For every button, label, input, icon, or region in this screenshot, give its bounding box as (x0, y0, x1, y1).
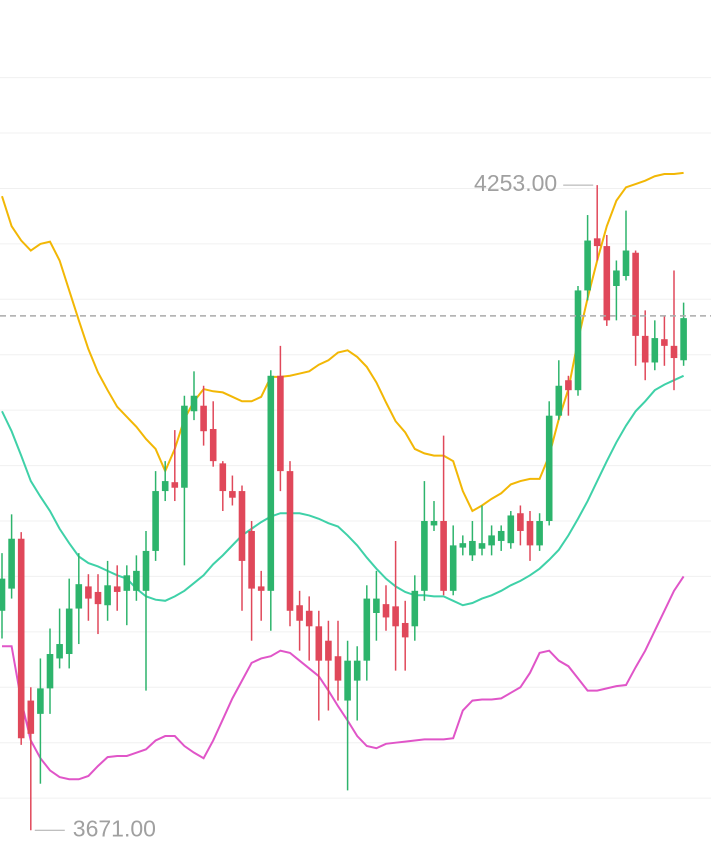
candle-body (641, 335, 649, 363)
candle-body (209, 428, 217, 462)
candle-body (161, 481, 169, 492)
candle-body (584, 240, 591, 291)
candle-body (65, 608, 73, 655)
candle-body (315, 626, 323, 661)
candle-body (488, 535, 495, 546)
candle-body (344, 660, 351, 701)
candle-body (113, 586, 121, 592)
candle-body (526, 520, 534, 546)
candle-body (94, 591, 102, 605)
candle-body (593, 238, 601, 247)
candle-body (603, 246, 611, 321)
candle-body (382, 604, 390, 618)
band-line (1, 171, 684, 513)
candle-body (56, 644, 63, 659)
candle-body (27, 700, 35, 734)
candle-body (536, 520, 543, 546)
candle-body (296, 605, 303, 621)
annotation-label: 3671.00 (73, 815, 156, 841)
candle-body (277, 375, 284, 472)
candle-body (401, 622, 409, 638)
candle-body (517, 513, 524, 531)
candle-body (622, 250, 630, 277)
band-line (1, 374, 685, 607)
candle-body (373, 598, 380, 613)
candle-body (229, 491, 236, 498)
candle-body (613, 270, 620, 286)
candle-body (440, 520, 447, 591)
candle-body (104, 585, 111, 606)
candle-body (632, 252, 639, 336)
candle-body (353, 660, 361, 681)
candle-body (469, 540, 476, 556)
candle-body (478, 543, 486, 549)
candle-body (152, 491, 159, 551)
candle-body (248, 530, 255, 589)
candle-body (651, 338, 659, 363)
candle-body (430, 520, 438, 526)
candle-body (142, 550, 150, 591)
candle-body (670, 345, 678, 359)
candle-body (257, 586, 265, 591)
annotation-label: 4253.00 (474, 170, 557, 196)
candle-body (171, 482, 179, 488)
candle-body (392, 606, 399, 627)
candle-body (334, 656, 342, 681)
candle-body (305, 610, 313, 627)
candle-body (17, 538, 25, 739)
candle-body (37, 688, 44, 714)
candle-body (545, 415, 553, 521)
candle-body (238, 491, 246, 561)
candle-body (0, 578, 6, 611)
candle-body (661, 339, 668, 346)
candle-body (123, 575, 131, 591)
candle-body (507, 515, 515, 544)
candle-body (421, 520, 428, 591)
candle-body (411, 590, 419, 627)
candle-body (497, 530, 505, 541)
candle-body (574, 290, 582, 391)
candle-body (8, 538, 15, 589)
candle-body (181, 405, 188, 488)
candle-body (267, 375, 275, 591)
band-line (2, 575, 685, 781)
candle-body (565, 380, 572, 391)
candle-body (459, 543, 467, 548)
candle-body (219, 463, 227, 492)
candle-body (190, 395, 198, 412)
candle-body (363, 598, 371, 661)
candle-body (75, 584, 83, 609)
candle-body (85, 586, 92, 599)
candle-body (680, 318, 687, 361)
candle-body (449, 545, 457, 591)
candle-body (325, 640, 332, 661)
candle-body (286, 471, 294, 611)
candle-body (133, 570, 140, 591)
candle-body (555, 385, 563, 416)
candle-body (46, 654, 54, 689)
candle-body (200, 405, 207, 432)
